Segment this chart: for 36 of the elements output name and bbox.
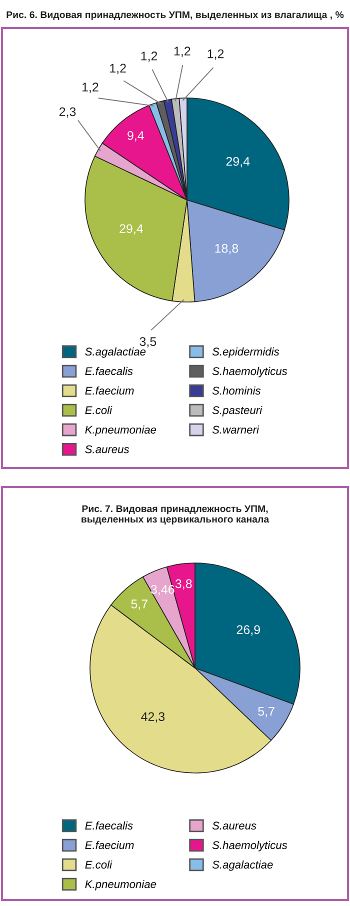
data-label: 29,4 [120, 224, 143, 235]
legend-label: E.faecalis [85, 366, 133, 376]
data-label: 42,3 [141, 712, 165, 723]
legend-label: S.agalactiae [212, 860, 273, 871]
legend-label: E.faecium [85, 386, 134, 395]
legend-label: S.aureus [85, 445, 130, 454]
legend-label: S.haemolyticus [212, 366, 288, 378]
legend-label: S.epidermidis [212, 347, 280, 358]
data-label: 1,2 [174, 46, 190, 58]
data-label: 3,8 [175, 579, 192, 590]
legend-label: E.coli [85, 406, 112, 414]
legend-label: S.warneri [212, 426, 260, 434]
data-label: 18,8 [215, 244, 238, 254]
data-label: 1,2 [82, 82, 98, 94]
data-label: 5,7 [131, 600, 148, 610]
legend-label: S.pasteuri [212, 406, 262, 416]
legend-label: S.agalactiae [85, 347, 146, 358]
data-label: 3,5 [140, 337, 156, 348]
legend-label: S.haemolyticus [212, 840, 288, 852]
legend-label: E.faecalis [85, 821, 133, 830]
legend-label: K.pneumoniae [85, 880, 156, 890]
legend-label: E.coli [85, 860, 112, 869]
chart-title: Рис. 6. Видовая принадлежность УПМ, выделенных из влагалища , % [6, 11, 344, 20]
legend-label: S.aureus [212, 822, 256, 830]
data-label: 2,3 [59, 107, 76, 118]
data-label: 26,9 [236, 625, 260, 636]
data-label: 1,2 [141, 52, 158, 62]
data-label: 5,7 [258, 707, 274, 718]
data-label: 9,4 [128, 131, 144, 142]
chart-title: Рис. 7. Видовая принадлежность УПМ, выделенных из цервикального канала [82, 505, 270, 525]
data-label: 1,2 [208, 49, 224, 60]
legend-label: S.hominis [212, 386, 261, 395]
legend-label: K.pneumoniae [85, 426, 156, 436]
data-label: 1,2 [110, 64, 126, 74]
data-label: 29,4 [226, 156, 250, 168]
legend-label: E.faecium [85, 840, 134, 850]
